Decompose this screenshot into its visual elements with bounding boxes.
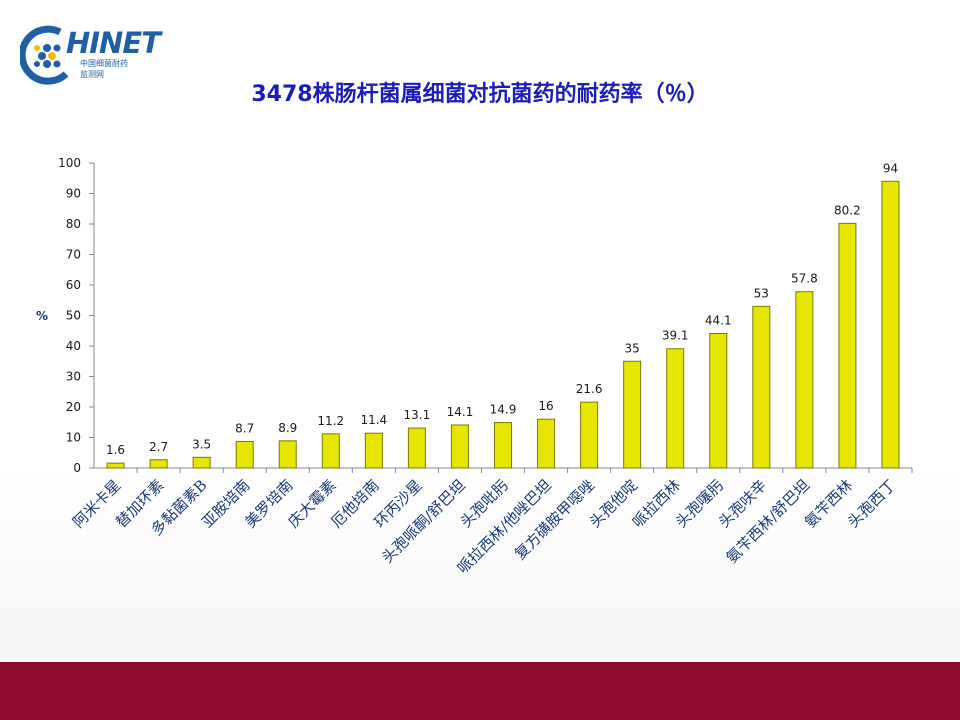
data-label: 1.6 — [106, 443, 125, 457]
y-tick-label: 10 — [66, 431, 81, 445]
data-label: 35 — [625, 341, 640, 355]
data-label: 39.1 — [662, 329, 689, 343]
footer-band — [0, 662, 960, 720]
data-label: 94 — [883, 161, 898, 175]
bar-9 — [450, 424, 469, 469]
y-tick-label: 100 — [58, 156, 81, 170]
logo-subtitle: 中国细菌耐药 — [80, 59, 128, 68]
bar-3 — [192, 456, 211, 469]
bar-14 — [666, 348, 685, 469]
y-tick-label: 40 — [66, 339, 81, 353]
bar-17 — [795, 291, 814, 469]
chinet-globe-icon — [20, 25, 69, 85]
y-tick-label: 90 — [66, 187, 81, 201]
y-tick-label: 30 — [66, 370, 81, 384]
category-label: 头孢西丁 — [844, 476, 899, 531]
bar-15 — [709, 332, 728, 469]
bar-8 — [407, 427, 426, 469]
y-tick-label: 0 — [73, 461, 81, 475]
y-tick-label: 80 — [66, 217, 81, 231]
y-tick-label: 20 — [66, 400, 81, 414]
data-label: 14.9 — [490, 403, 517, 417]
y-axis-label: % — [36, 309, 48, 323]
data-label: 44.1 — [705, 313, 732, 327]
data-label: 80.2 — [834, 203, 861, 217]
data-label: 53 — [754, 286, 769, 300]
data-label: 13.1 — [404, 408, 431, 422]
data-label: 11.2 — [317, 414, 344, 428]
bar-5 — [278, 440, 297, 469]
bar-10 — [494, 422, 512, 469]
bar-12 — [580, 401, 599, 469]
bar-11 — [537, 418, 556, 469]
bar-2 — [149, 459, 168, 469]
bar-19 — [881, 180, 900, 469]
data-label: 11.4 — [360, 413, 387, 427]
data-label: 8.9 — [278, 421, 297, 435]
y-tick-label: 60 — [66, 278, 81, 292]
logo-wordmark: HINET — [66, 26, 161, 60]
bar-7 — [364, 432, 383, 469]
data-label: 3.5 — [192, 437, 211, 451]
data-label: 2.7 — [149, 440, 168, 454]
data-label: 8.7 — [235, 421, 254, 435]
chart-title: 3478株肠杆菌属细菌对抗菌药的耐药率（％） — [251, 82, 709, 107]
bar-6 — [321, 433, 340, 469]
data-label: 16 — [538, 399, 553, 413]
data-label: 57.8 — [791, 272, 818, 286]
bar-13 — [623, 360, 642, 469]
y-tick-label: 70 — [66, 248, 81, 262]
logo-subtitle-2: 监测网 — [80, 70, 104, 79]
bar-18 — [838, 222, 857, 469]
y-tick-label: 50 — [66, 309, 81, 323]
bar-4 — [235, 440, 254, 469]
data-label: 21.6 — [576, 382, 603, 396]
data-label: 14.1 — [447, 405, 474, 419]
chinet-logo: HINET 中国细菌耐药 监测网 — [20, 24, 161, 94]
bar-1 — [106, 462, 125, 469]
bar-16 — [752, 305, 771, 469]
